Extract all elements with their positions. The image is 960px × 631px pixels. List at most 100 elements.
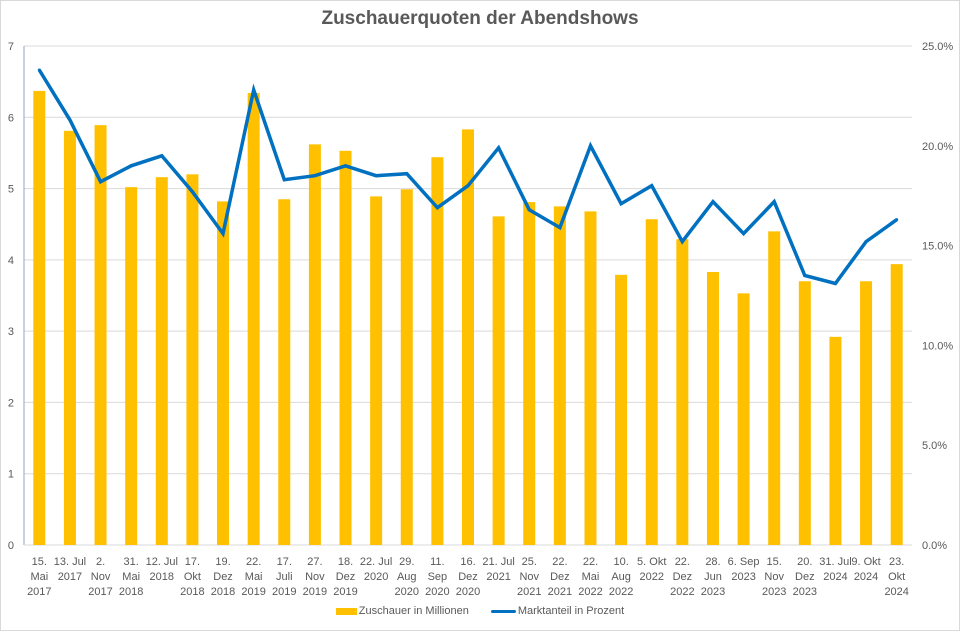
x-tick-label: 31. Mai 2018 (119, 556, 143, 598)
x-tick-label: 22. Jul 2020 (360, 556, 392, 583)
line-point (405, 172, 409, 176)
x-tick-label-line: 11. (430, 556, 444, 568)
bar (247, 93, 260, 545)
line-point (650, 184, 654, 188)
line-point (221, 232, 225, 236)
line-point (252, 88, 256, 92)
line-point (99, 180, 103, 184)
line-point (374, 174, 378, 178)
bar (125, 187, 138, 545)
x-tick-label: 20. Dez 2023 (793, 556, 817, 598)
line-point (497, 146, 501, 150)
x-tick-label-line: 2022 (639, 571, 663, 583)
y-tick-label: 6 (8, 112, 14, 124)
x-tick-label-line: 2022 (670, 586, 694, 598)
legend-item-line[interactable]: Marktanteil in Prozent (490, 605, 624, 617)
bar (860, 281, 873, 545)
x-tick-label-line: Nov (764, 571, 784, 583)
x-tick-label-line: 2017 (58, 571, 82, 583)
x-tick-label: 2. Nov 2017 (88, 556, 112, 598)
x-tick-label-line: Dez (458, 571, 478, 583)
x-tick-label-line: Mai (245, 571, 263, 583)
x-tick-label: 12. Jul 2018 (146, 556, 178, 583)
line-point (680, 240, 684, 244)
x-tick-label-line: 29. (399, 556, 414, 568)
x-tick-label-line: 27. (307, 556, 322, 568)
bar (462, 129, 474, 545)
y2-tick-label: 25.0% (922, 41, 953, 53)
bar (645, 219, 658, 545)
line-point (160, 154, 164, 158)
x-tick-label: 29. Aug 2020 (395, 556, 419, 598)
x-tick-label-line: 2023 (731, 571, 755, 583)
y-tick-label: 5 (8, 184, 14, 196)
x-tick-label-line: 10. (613, 556, 628, 568)
bar (553, 206, 566, 545)
legend-item-bars[interactable]: Zuschauer in Millionen (335, 605, 469, 617)
bar (186, 174, 199, 546)
x-tick-label: 11. Sep 2020 (425, 556, 449, 598)
x-tick-label-line: 15. (767, 556, 782, 568)
x-tick-label-line: Nov (91, 571, 111, 583)
x-tick-label: 23. Okt 2024 (884, 556, 908, 598)
y-tick-label: 2 (8, 397, 14, 409)
x-tick-label-line: 22. (552, 556, 567, 568)
x-tick-label-line: 2018 (211, 586, 235, 598)
line-point (833, 282, 837, 286)
x-tick-label-line: 25. (522, 556, 537, 568)
line-point (864, 240, 868, 244)
y-tick-label: 1 (8, 469, 14, 481)
bar (370, 196, 383, 546)
bar (890, 264, 903, 545)
line-point (37, 68, 41, 72)
x-tick-label-line: 2023 (762, 586, 786, 598)
x-tick-label-line: 2021 (548, 586, 572, 598)
x-tick-label-line: Nov (519, 571, 539, 583)
x-tick-label: 17. Juli 2019 (272, 556, 296, 598)
bar (278, 199, 291, 545)
bar (706, 271, 719, 545)
x-tick-label-line: 15. (32, 556, 47, 568)
bar (798, 281, 811, 545)
x-tick-label-line: 18. (338, 556, 353, 568)
x-tick-label: 27. Nov 2019 (303, 556, 327, 598)
x-tick-label: 5. Okt 2022 (637, 556, 666, 583)
x-tick-label-line: 28. (705, 556, 720, 568)
line-point (344, 164, 348, 168)
x-tick-label-line: Dez (213, 571, 233, 583)
bar (308, 144, 321, 546)
x-tick-label-line: Mai (122, 571, 140, 583)
x-tick-label: 6. Sep 2023 (728, 556, 760, 583)
x-tick-label: 10. Aug 2022 (609, 556, 633, 598)
x-tick-label: 15. Mai 2017 (27, 556, 51, 598)
bar (431, 157, 444, 545)
x-tick-label-line: Aug (397, 571, 417, 583)
y-tick-label: 3 (8, 326, 14, 338)
line-point (895, 218, 899, 222)
bar (584, 211, 597, 545)
x-tick-label-line: 2017 (88, 586, 112, 598)
x-tick-label: 25. Nov 2021 (517, 556, 541, 598)
x-tick-label: 9. Okt 2024 (851, 556, 880, 583)
bar (94, 125, 107, 546)
line-point (313, 174, 317, 178)
x-tick-label-line: 22. Jul (360, 556, 392, 568)
y-tick-label: 7 (8, 41, 14, 53)
x-tick-label-line: Dez (550, 571, 570, 583)
x-tick-label-line: Okt (888, 571, 905, 583)
line-point (588, 144, 592, 148)
x-tick-label-line: 22. (246, 556, 261, 568)
line-point (466, 184, 470, 188)
x-tick-label-line: 2018 (150, 571, 174, 583)
x-axis-ticks: 15. Mai 2017 13. Jul 2017 2. Nov 2017 31. Mai 2018… (27, 556, 909, 598)
x-tick-label-line: 2020 (425, 586, 449, 598)
bar (33, 90, 46, 545)
bar (339, 150, 352, 546)
x-tick-label-line: 5. Okt (637, 556, 666, 568)
legend-label-bars: Zuschauer in Millionen (358, 605, 469, 617)
bar (523, 202, 536, 545)
x-tick-label: 18. Dez 2019 (333, 556, 357, 598)
x-tick-label: 21. Jul 2021 (482, 556, 514, 583)
x-tick-label-line: 2021 (486, 571, 510, 583)
y-tick-label: 4 (8, 255, 14, 267)
